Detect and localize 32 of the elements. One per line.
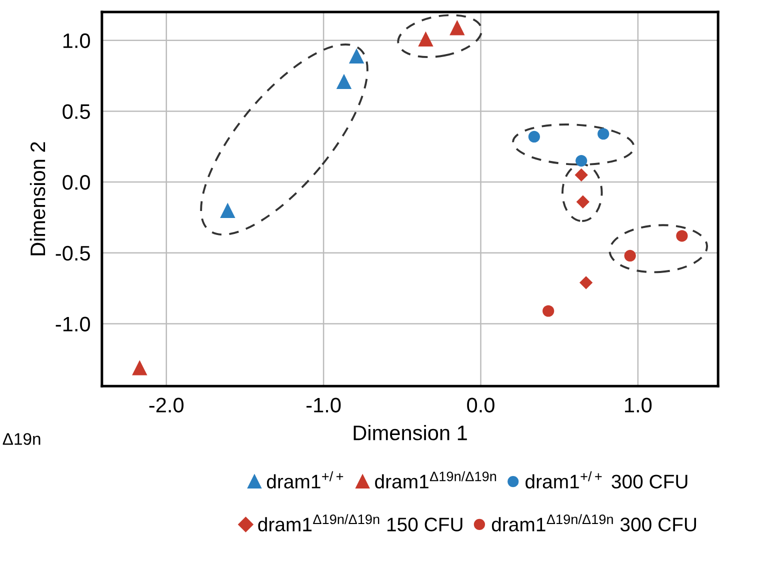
x-tick-label: -1.0 bbox=[306, 398, 341, 413]
x-tick-label: 0.0 bbox=[467, 398, 494, 413]
point bbox=[336, 74, 352, 90]
point bbox=[542, 305, 554, 317]
point bbox=[624, 250, 636, 262]
y-tick-label: 0.5 bbox=[62, 104, 90, 119]
point bbox=[132, 360, 148, 376]
legend-label: dram1$^{Δ19n/Δ19n}$ bbox=[375, 471, 496, 489]
legend-label: dram1$^{+/+}$ 300 CFU bbox=[526, 471, 688, 489]
point bbox=[598, 128, 610, 140]
y-tick-label: 1.0 bbox=[63, 33, 90, 48]
y-tick-label: -1.0 bbox=[56, 316, 90, 332]
point bbox=[576, 195, 590, 208]
point bbox=[450, 20, 465, 36]
legend-label: dram1$^{Δ19n/Δ19n}$ 150 CFU bbox=[258, 514, 462, 532]
point bbox=[348, 48, 364, 64]
x-tick-label: 1.0 bbox=[625, 398, 652, 413]
point bbox=[418, 31, 434, 47]
legend-label: dram1$^{+/+}$ bbox=[266, 471, 344, 489]
point bbox=[528, 130, 540, 143]
y-tick-label: -0.5 bbox=[56, 246, 90, 261]
y-axis-title: Dimension 2 bbox=[30, 142, 46, 256]
x-tick-label: -2.0 bbox=[149, 398, 184, 413]
text: Δ19n bbox=[2, 433, 40, 445]
point bbox=[574, 168, 588, 182]
legend-label: dram1$^{Δ19n/Δ19n}$ 300 CFU bbox=[492, 514, 696, 532]
point bbox=[576, 154, 588, 167]
point bbox=[676, 230, 688, 242]
y-tick-label: 0.0 bbox=[62, 175, 90, 190]
point bbox=[220, 202, 236, 218]
point bbox=[579, 276, 593, 290]
x-axis-title: Dimension 1 bbox=[354, 424, 467, 440]
